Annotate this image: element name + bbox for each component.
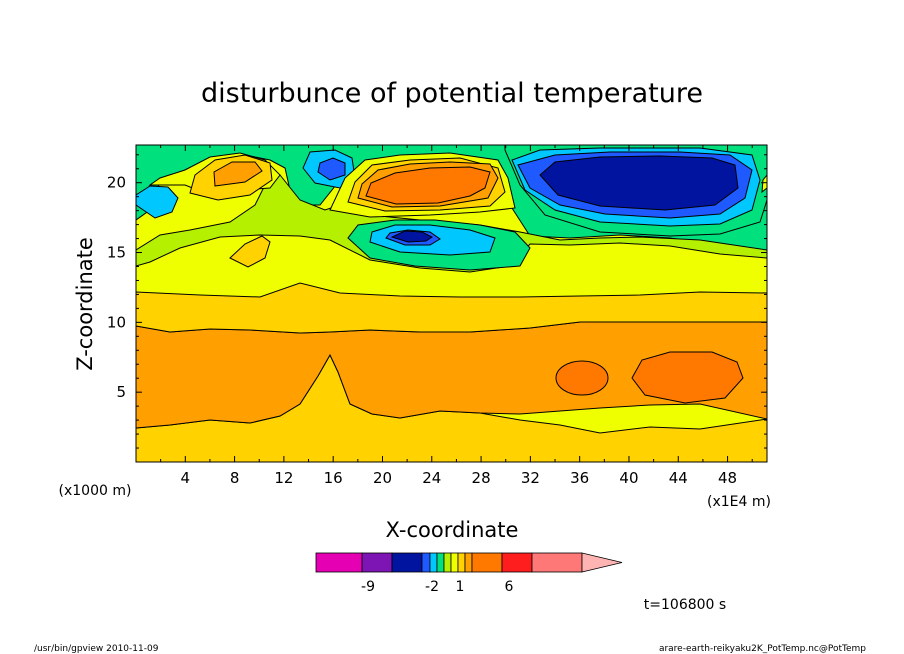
- colorbar-extend-arrow: [581, 552, 623, 573]
- blob-small-orange: [229, 235, 271, 268]
- colorbar-label: -2: [425, 579, 439, 595]
- x-tick-label: 20: [373, 469, 392, 487]
- colorbar-label: 6: [505, 579, 514, 595]
- y-axis-ticks: 5 10 15 20: [107, 154, 767, 449]
- colorbar-segment: [429, 552, 438, 573]
- blob-top-blue: [317, 157, 346, 181]
- y-units-note: (x1000 m): [59, 483, 132, 499]
- contour-field: [136, 145, 767, 462]
- chart-title: disturbunce of potential temperature: [201, 78, 703, 109]
- footer-right: arare-earth-reikyaku2K_PotTemp.nc@PotTem…: [659, 644, 866, 654]
- band-upper-yellow: [136, 282, 767, 334]
- x-tick-label: 28: [472, 469, 491, 487]
- colorbar-segment: [315, 552, 363, 573]
- y-tick-label: 10: [107, 313, 126, 331]
- x-tick-label: 8: [230, 469, 240, 487]
- blob-mid-darkblue: [390, 230, 433, 243]
- blob-low-small: [555, 360, 609, 396]
- x-tick-label: 4: [181, 469, 191, 487]
- x-tick-label: 40: [619, 469, 638, 487]
- colorbar-segment: [436, 552, 445, 573]
- colorbar-segment: [531, 552, 583, 573]
- blob-upper-core: [365, 166, 491, 205]
- x-tick-label: 24: [422, 469, 441, 487]
- colorbar-segment: [361, 552, 393, 573]
- footer-left: /usr/bin/gpview 2010-11-09: [34, 644, 159, 654]
- y-axis-label: Z-coordinate: [73, 237, 97, 371]
- colorbar-segment: [443, 552, 452, 573]
- colorbar-label: -9: [361, 579, 375, 595]
- colorbar-label: 1: [456, 579, 465, 595]
- time-label: t=106800 s: [644, 597, 726, 613]
- x-tick-label: 16: [324, 469, 343, 487]
- colorbar-segment: [464, 552, 473, 573]
- x-axis-ticks: 4 8 12 16 20 24 28 32 36 40 44 48: [160, 145, 753, 487]
- colorbar-segment: [421, 552, 431, 573]
- x-tick-label: 32: [521, 469, 540, 487]
- colorbar: [315, 552, 623, 573]
- colorbar-segment: [501, 552, 533, 573]
- x-units-note: (x1E4 m): [707, 494, 771, 510]
- colorbar-segment: [457, 552, 466, 573]
- colorbar-segment: [450, 552, 459, 573]
- y-tick-label: 20: [107, 174, 126, 192]
- x-tick-label: 48: [718, 469, 737, 487]
- y-tick-label: 15: [107, 244, 126, 262]
- x-axis-label: X-coordinate: [386, 518, 519, 542]
- plot-frame: [135, 144, 768, 463]
- colorbar-segment: [471, 552, 503, 573]
- blob-left-cyan: [136, 185, 179, 219]
- x-tick-label: 12: [274, 469, 293, 487]
- blob-right-darkblue: [539, 155, 739, 211]
- colorbar-segment: [391, 552, 423, 573]
- x-tick-label: 44: [669, 469, 688, 487]
- blob-low-large: [631, 351, 744, 404]
- y-tick-label: 5: [116, 383, 126, 401]
- colorbar-labels: -9 -2 1 6: [361, 579, 514, 595]
- x-tick-label: 36: [570, 469, 589, 487]
- blob-right-edge: [761, 174, 767, 194]
- blob-left-darkorange: [213, 161, 263, 187]
